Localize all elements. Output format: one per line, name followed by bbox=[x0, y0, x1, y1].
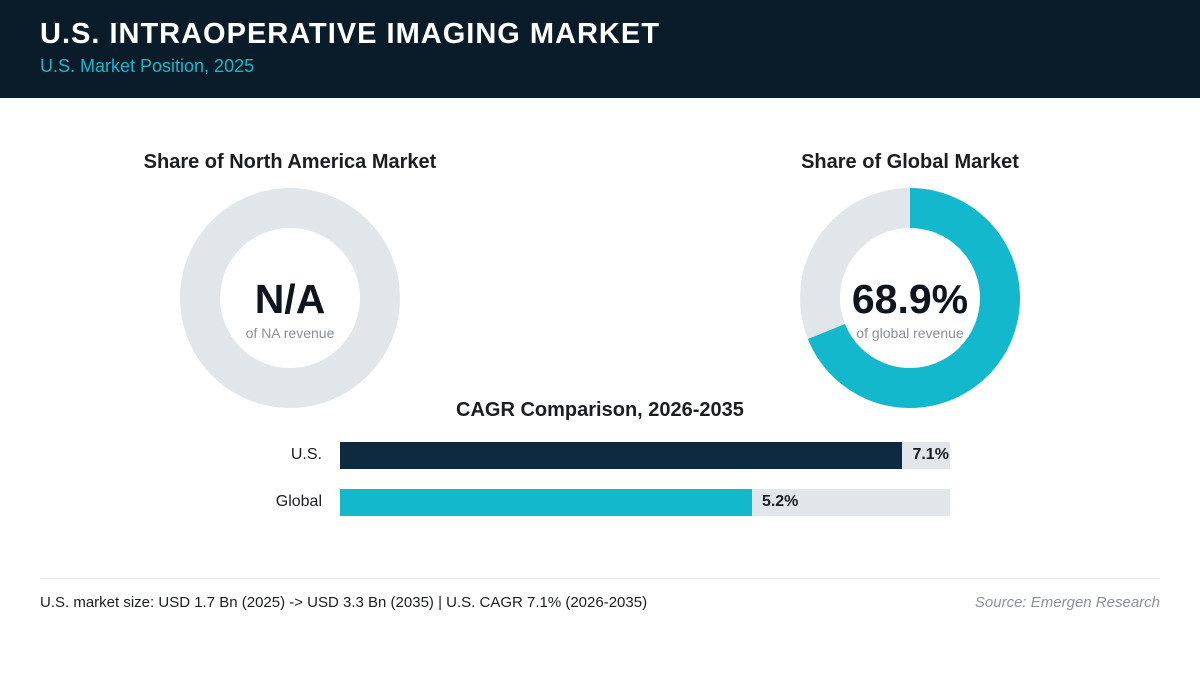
bar-track-global: 5.2% bbox=[340, 489, 950, 516]
bar-global bbox=[340, 489, 752, 516]
na-share-donut bbox=[180, 188, 400, 408]
na-share-caption: of NA revenue bbox=[245, 325, 335, 341]
page-subtitle: U.S. Market Position, 2025 bbox=[40, 56, 255, 76]
page-title: U.S. INTRAOPERATIVE IMAGING MARKET bbox=[40, 18, 660, 50]
bar-value-us: 7.1% bbox=[912, 446, 949, 463]
bar-label-us: U.S. bbox=[290, 446, 322, 463]
na-donut-track bbox=[180, 188, 400, 408]
footer-source: Source: Emergen Research bbox=[974, 594, 1160, 611]
na-share-title: Share of North America Market bbox=[143, 151, 437, 173]
bar-track-us: 7.1% bbox=[340, 442, 950, 469]
na-share-value: N/A bbox=[254, 276, 326, 322]
footer-divider bbox=[40, 578, 1160, 579]
global-share-caption: of global revenue bbox=[856, 325, 964, 341]
bar-us bbox=[340, 442, 903, 469]
bar-value-global: 5.2% bbox=[761, 493, 799, 510]
cagr-title: CAGR Comparison, 2026-2035 bbox=[456, 399, 744, 421]
header-banner: U.S. INTRAOPERATIVE IMAGING MARKET U.S. … bbox=[0, 0, 1200, 98]
global-donut-arc bbox=[800, 188, 1020, 408]
bar-label-global: Global bbox=[275, 493, 322, 510]
global-share-value: 68.9% bbox=[851, 276, 969, 322]
global-share-title: Share of Global Market bbox=[801, 151, 1019, 173]
footer-note: U.S. market size: USD 1.7 Bn (2025) -> U… bbox=[40, 594, 648, 611]
global-share-donut bbox=[800, 188, 1020, 408]
